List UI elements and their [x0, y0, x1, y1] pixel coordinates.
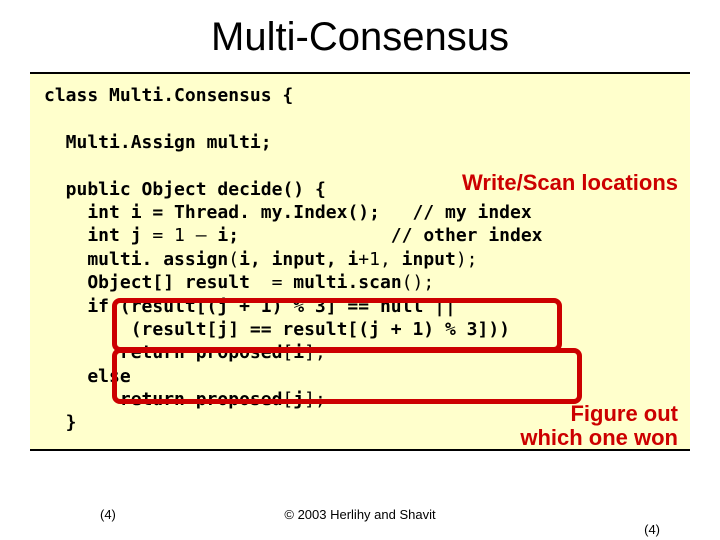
code-line-12: return proposed[j]; [44, 389, 326, 410]
code-line-1: class Multi.Consensus { [44, 85, 293, 106]
code-line-3: public Object decide() { [44, 179, 326, 200]
code-line-13: } [44, 412, 77, 433]
code-line-7: Object[] result = multi.scan(); [44, 272, 434, 293]
annotation-write-scan: Write/Scan locations [462, 170, 678, 196]
slide-title: Multi-Consensus [0, 0, 720, 72]
footer: (4) © 2003 Herlihy and Shavit (4) [0, 507, 720, 522]
code-line-8: if (result[(j + 1) % 3] == null || [44, 296, 456, 317]
annotation-figure-out: Figure out which one won [520, 402, 678, 450]
footer-right: (4) [644, 522, 660, 537]
code-line-2: Multi.Assign multi; [44, 132, 272, 153]
code-line-4: int i = Thread. my.Index(); // my index [44, 202, 532, 223]
code-line-10: return proposed[i]; [44, 342, 326, 363]
code-line-11: else [44, 366, 131, 387]
footer-left: (4) [100, 507, 116, 522]
code-block: class Multi.Consensus { Multi.Assign mul… [30, 72, 690, 451]
code-line-5: int j = 1 – i; // other index [44, 225, 543, 246]
code-line-9: (result[j] == result[(j + 1) % 3])) [44, 319, 510, 340]
code-line-6: multi. assign(i, input, i+1, input); [44, 249, 478, 270]
